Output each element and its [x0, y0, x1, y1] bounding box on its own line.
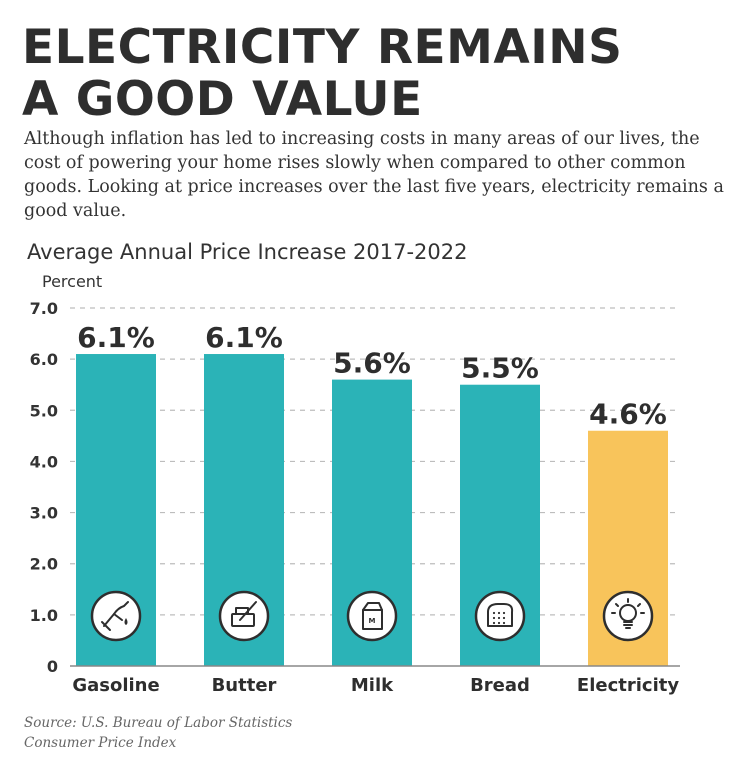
y-tick-label: 1.0 — [30, 606, 58, 625]
x-category-label: Butter — [212, 675, 277, 696]
bars: 6.1% 6.1% 5.6% M 5.5% 4.6% — [76, 321, 668, 666]
bar-value-label: 4.6% — [589, 398, 667, 431]
y-tick-label: 4.0 — [30, 452, 58, 471]
axes: 0 1.0 2.0 3.0 4.0 5.0 6.0 7.0 Gasoline Butter Milk… — [30, 299, 680, 696]
x-category-label: Bread — [470, 675, 530, 696]
y-axis-unit-label: Percent — [42, 272, 103, 291]
source-line-1: Source: U.S. Bureau of Labor Statistics — [24, 715, 293, 731]
source-note: Source: U.S. Bureau of Labor Statistics … — [24, 713, 292, 753]
x-category-label: Gasoline — [72, 675, 159, 696]
y-tick-label: 2.0 — [30, 555, 58, 574]
bar-chart: 6.1% 6.1% 5.6% M 5.5% 4.6% 0 1.0 2.0 3.0 4.0 5.0 6.… — [30, 299, 680, 696]
gas-pump-icon — [90, 590, 142, 642]
light-bulb-icon — [602, 590, 654, 642]
bar-value-label: 6.1% — [77, 321, 155, 354]
y-tick-label: 3.0 — [30, 504, 58, 523]
bread-icon — [474, 590, 526, 642]
headline-line-2: A GOOD VALUE — [22, 72, 423, 127]
intro-paragraph: Although inflation has led to increasing… — [24, 129, 724, 221]
y-tick-label: 7.0 — [30, 299, 58, 318]
x-category-label: Milk — [351, 675, 394, 696]
butter-icon — [218, 590, 270, 642]
y-tick-label: 0 — [47, 657, 58, 676]
bar-value-label: 5.5% — [461, 352, 539, 385]
y-tick-label: 5.0 — [30, 401, 58, 420]
milk-carton-icon: M — [346, 590, 398, 642]
x-category-label: Electricity — [577, 675, 679, 696]
chart-title: Average Annual Price Increase 2017-2022 — [27, 240, 468, 264]
headline-line-1: ELECTRICITY REMAINS — [22, 20, 623, 75]
svg-text:M: M — [369, 617, 376, 625]
bar-value-label: 6.1% — [205, 321, 283, 354]
source-line-2: Consumer Price Index — [24, 735, 177, 751]
headline: ELECTRICITY REMAINS A GOOD VALUE — [22, 22, 722, 126]
bar-value-label: 5.6% — [333, 347, 411, 380]
y-tick-label: 6.0 — [30, 350, 58, 369]
